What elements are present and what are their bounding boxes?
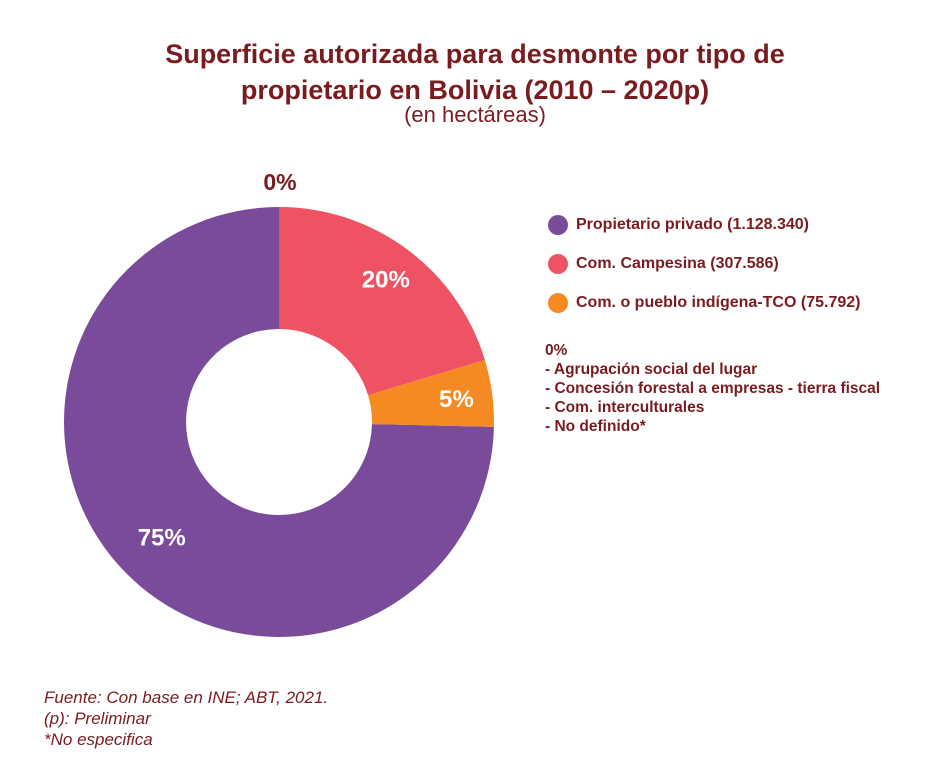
slice-propietario-privado <box>64 207 494 637</box>
legend-item-com-campesina: Com. Campesina (307.586) <box>548 253 948 275</box>
legend: Propietario privado (1.128.340) Com. Cam… <box>548 214 948 331</box>
other-item-no-definido: - No definido* <box>545 418 646 435</box>
donut-slices <box>64 207 495 637</box>
other-categories-note: 0% - Agrupación social del lugar - Conce… <box>545 341 945 436</box>
preliminary-note: (p): Preliminar <box>44 709 151 728</box>
chart-subtitle: (en hectáreas) <box>404 102 546 127</box>
slice-com-campesina <box>279 207 485 396</box>
legend-item-com-indigena: Com. o pueblo indígena-TCO (75.792) <box>548 292 948 314</box>
other-percent: 0% <box>545 342 568 359</box>
legend-label-propietario-privado: Propietario privado (1.128.340) <box>576 216 809 233</box>
chart-title: Superficie autorizada para desmonte por … <box>165 39 785 105</box>
legend-marker-com-campesina <box>548 254 568 274</box>
footer-notes: Fuente: Con base en INE; ABT, 2021. (p):… <box>44 687 328 750</box>
slice-label-com-campesina: 20% <box>362 266 410 293</box>
slice-label-com-o-pueblo-indigena-tco: 5% <box>439 386 474 413</box>
legend-label-com-indigena: Com. o pueblo indígena-TCO (75.792) <box>576 294 861 311</box>
legend-item-propietario-privado: Propietario privado (1.128.340) <box>548 214 948 236</box>
slice-labels: 75% 20% 5% <box>138 266 474 551</box>
other-item-interculturales: - Com. interculturales <box>545 399 705 416</box>
source-note: Fuente: Con base en INE; ABT, 2021. <box>44 688 329 707</box>
other-item-concesion: - Concesión forestal a empresas - tierra… <box>545 380 881 397</box>
slice-com-o-pueblo-indigena-tco <box>368 360 495 427</box>
slice-label-propietario-privado: 75% <box>138 525 186 552</box>
other-slice-label: 0% <box>263 169 296 195</box>
legend-marker-propietario-privado <box>548 215 568 235</box>
unspecified-note: *No especifica <box>44 730 153 749</box>
legend-label-com-campesina: Com. Campesina (307.586) <box>576 255 779 272</box>
other-item-agrupacion: - Agrupación social del lugar <box>545 361 758 378</box>
legend-marker-com-indigena <box>548 293 568 313</box>
